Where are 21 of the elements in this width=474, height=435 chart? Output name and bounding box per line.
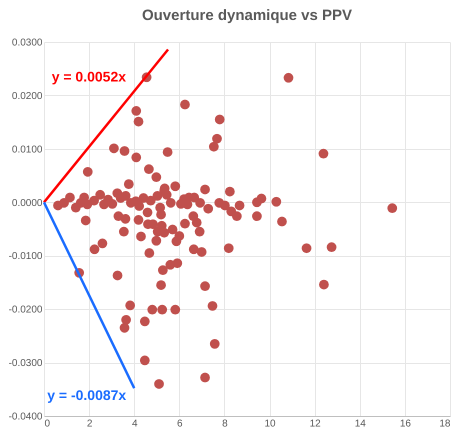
x-tick-label: 8 — [222, 418, 228, 430]
x-tick-label: 14 — [354, 418, 366, 430]
x-tick-label: 10 — [264, 418, 276, 430]
y-tick-label: -0.0300 — [8, 358, 43, 370]
y-tick-label: 0.0100 — [12, 144, 43, 156]
series-label: y = 0.0052x — [52, 68, 126, 84]
y-tick-label: 0.0000 — [12, 198, 43, 209]
y-tick-label: -0.0400 — [8, 412, 43, 422]
series-label: y = -0.0087x — [47, 387, 126, 404]
y-tick-label: -0.0100 — [8, 251, 43, 262]
x-tick-label: 18 — [439, 418, 451, 430]
x-tick-label: 0 — [44, 418, 50, 430]
x-tick-label: 16 — [400, 418, 412, 430]
x-tick-label: 2 — [86, 418, 93, 430]
y-tick-label: 0.0300 — [12, 38, 43, 48]
x-tick-label: 4 — [132, 418, 138, 430]
x-tick-label: 6 — [177, 418, 184, 430]
chart-title: Ouverture dynamique vs PPV — [142, 7, 352, 24]
x-tick-label: 12 — [310, 418, 322, 430]
y-tick-label: -0.0200 — [8, 304, 43, 316]
y-tick-label: 0.0200 — [12, 90, 43, 102]
